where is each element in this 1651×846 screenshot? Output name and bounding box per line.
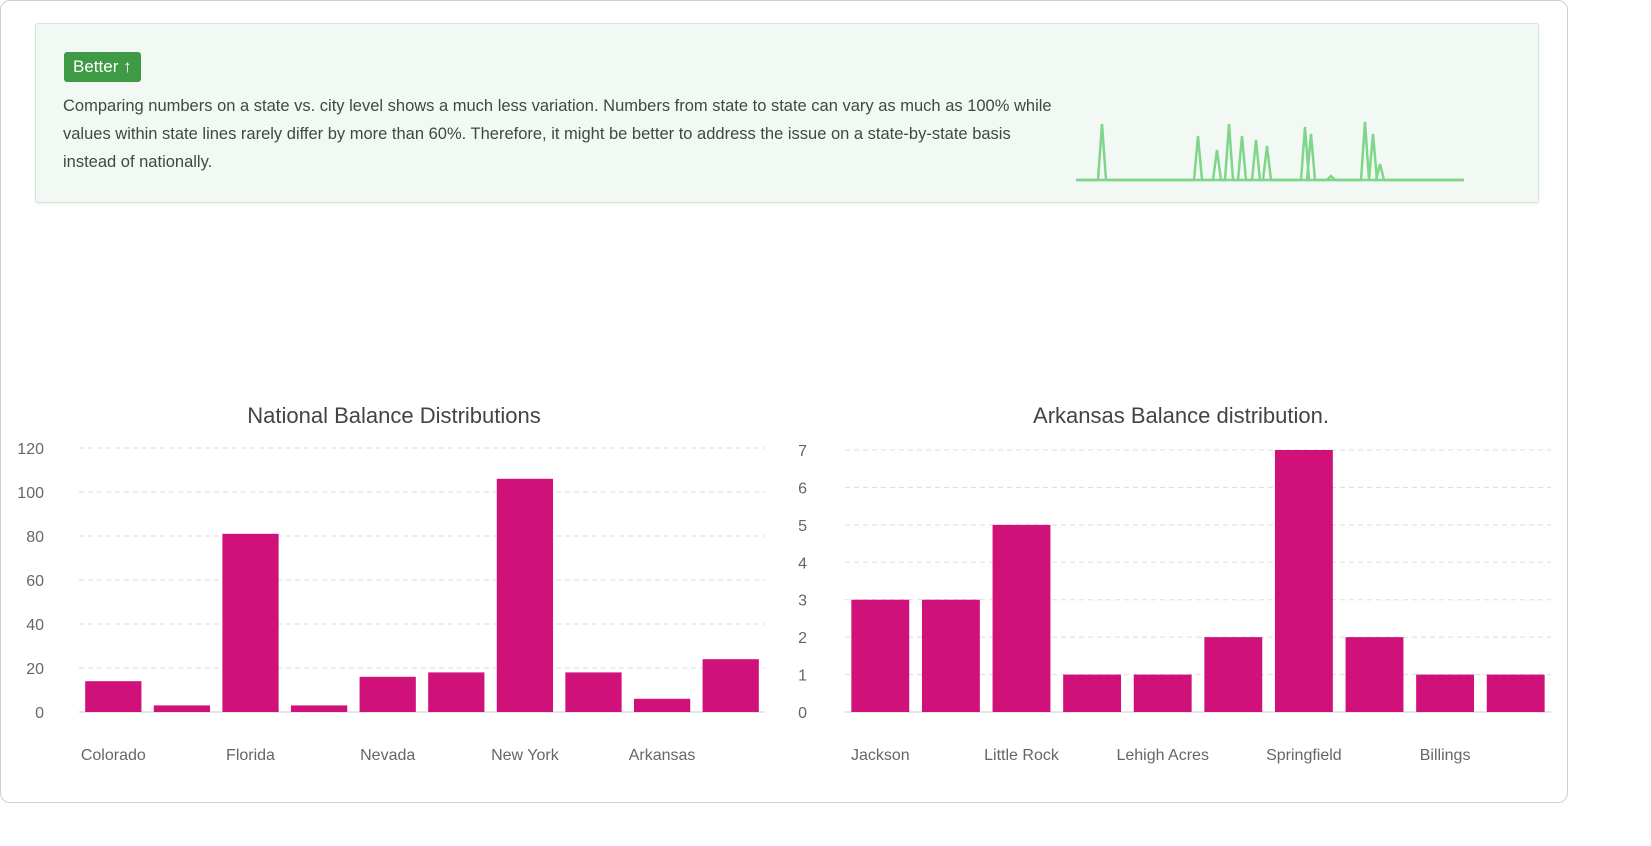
bar	[702, 659, 759, 712]
y-tick-label: 1	[798, 668, 807, 685]
x-tick-label: Florida	[226, 747, 275, 764]
x-tick-label: Jackson	[851, 747, 910, 764]
x-tick-label: Arkansas	[629, 747, 696, 764]
bar	[496, 478, 554, 712]
y-tick-label: 80	[26, 529, 44, 546]
bar	[85, 681, 142, 712]
y-tick-label: 100	[17, 485, 44, 502]
y-tick-label: 0	[798, 705, 807, 722]
bar	[153, 705, 211, 712]
y-tick-label: 120	[17, 441, 44, 458]
bar	[1063, 674, 1122, 712]
chart-title: Arkansas Balance distribution.	[1033, 403, 1329, 428]
sparkline	[1076, 121, 1464, 182]
y-tick-label: 4	[798, 555, 807, 572]
arkansas-chart: Arkansas Balance distribution. 0 1 2 3 4 5 6 7 Ja…	[798, 403, 1551, 764]
y-tick-label: 5	[798, 518, 807, 535]
x-tick-label: Billings	[1420, 747, 1471, 764]
bar	[428, 672, 485, 712]
y-tick-label: 3	[798, 593, 807, 610]
y-tick-label: 2	[798, 630, 807, 647]
better-badge: Better ↑	[64, 52, 141, 82]
bar	[359, 676, 416, 712]
bar	[1416, 674, 1475, 712]
arrow-up-icon: ↑	[123, 57, 132, 76]
badge-label: Better	[73, 57, 119, 76]
y-tick-label: 6	[798, 480, 807, 497]
x-tick-label: Little Rock	[984, 747, 1060, 764]
bar	[921, 599, 980, 712]
bar	[1274, 450, 1333, 712]
insight-card: Better ↑ Comparing numbers on a state vs…	[35, 23, 1539, 203]
bar	[1486, 674, 1545, 712]
y-tick-label: 40	[26, 617, 44, 634]
bar	[1133, 674, 1192, 712]
x-tick-label: Nevada	[360, 747, 415, 764]
y-tick-label: 20	[26, 661, 44, 678]
sparkline-line	[1076, 121, 1464, 182]
page-frame: Better ↑ Comparing numbers on a state vs…	[0, 0, 1568, 803]
bar	[851, 599, 910, 712]
x-tick-label: Lehigh Acres	[1116, 747, 1209, 764]
y-tick-label: 7	[798, 443, 807, 460]
bar	[565, 672, 622, 712]
insight-text: Comparing numbers on a state vs. city le…	[63, 97, 1052, 171]
bar	[222, 533, 279, 712]
bar	[633, 698, 691, 712]
x-tick-label: New York	[491, 747, 560, 764]
bar	[290, 705, 348, 712]
bar	[1345, 637, 1404, 712]
x-tick-label: Springfield	[1266, 747, 1342, 764]
y-tick-label: 60	[26, 573, 44, 590]
chart-title: National Balance Distributions	[247, 403, 541, 428]
x-tick-label: Colorado	[81, 747, 146, 764]
bar	[1204, 637, 1263, 712]
y-tick-label: 0	[35, 705, 44, 722]
bar	[992, 524, 1051, 712]
national-chart: National Balance Distributions 0 20 40 60 80 1…	[17, 403, 765, 764]
